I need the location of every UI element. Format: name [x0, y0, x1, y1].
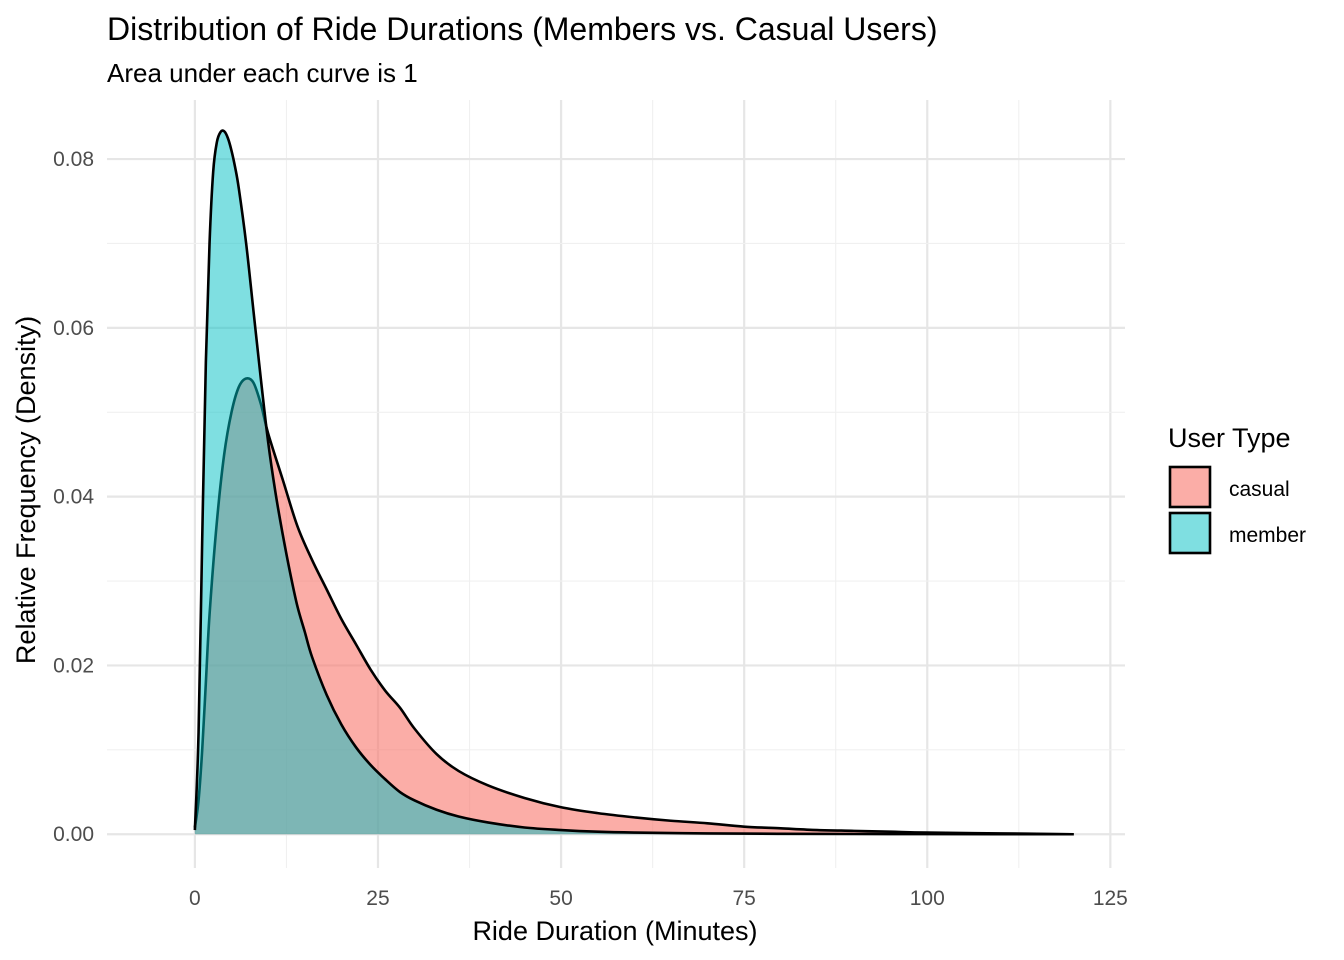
x-tick-label: 25	[366, 887, 389, 910]
legend-swatch-casual	[1168, 465, 1212, 509]
legend-items: casual member	[1168, 465, 1306, 555]
x-tick-label: 50	[549, 887, 572, 910]
x-tick-label: 0	[189, 887, 201, 910]
y-axis-tick-labels: 0.00 0.02 0.04 0.06 0.08	[53, 148, 94, 846]
density-area-member	[194, 130, 1074, 835]
y-tick-label: 0.04	[53, 486, 94, 509]
x-tick-label: 125	[1093, 887, 1128, 910]
grid-lines	[107, 100, 1125, 868]
legend-title: User Type	[1168, 423, 1291, 453]
legend-swatch-member	[1168, 511, 1212, 555]
y-axis-title: Relative Frequency (Density)	[11, 316, 41, 664]
x-axis-title: Ride Duration (Minutes)	[472, 916, 757, 946]
legend-label-casual: casual	[1229, 478, 1290, 501]
legend-label-member: member	[1229, 524, 1306, 547]
plot-panel: 0 25 50 75 100 125 0.00 0.02 0.04 0.06 0.08	[53, 100, 1128, 910]
legend-item-casual: casual	[1168, 465, 1290, 509]
x-axis-tick-labels: 0 25 50 75 100 125	[189, 887, 1128, 910]
density-outline-member	[193, 129, 1074, 836]
chart-title: Distribution of Ride Durations (Members …	[107, 11, 937, 47]
x-tick-label: 100	[910, 887, 945, 910]
y-tick-label: 0.06	[53, 317, 94, 340]
legend: User Type casual member	[1168, 423, 1306, 555]
y-tick-label: 0.00	[53, 823, 94, 846]
x-tick-label: 75	[732, 887, 755, 910]
legend-item-member: member	[1168, 511, 1306, 555]
y-tick-label: 0.02	[53, 654, 94, 677]
chart-subtitle: Area under each curve is 1	[107, 58, 418, 88]
y-tick-label: 0.08	[53, 148, 94, 171]
density-areas	[193, 129, 1074, 836]
